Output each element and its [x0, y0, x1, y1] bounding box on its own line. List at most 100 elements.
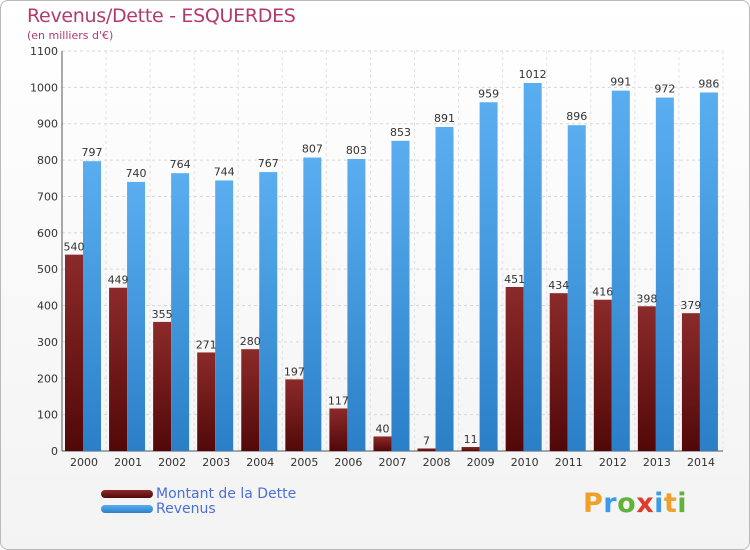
bar-debt	[65, 254, 83, 451]
y-tick-label: 500	[37, 263, 58, 276]
data-label-revenus: 896	[566, 110, 587, 123]
x-tick-label: 2006	[334, 456, 362, 469]
chart-title: Revenus/Dette - ESQUERDES	[27, 5, 296, 27]
bar-revenus	[435, 127, 454, 451]
data-label-revenus: 986	[698, 77, 719, 90]
data-label-debt: 540	[64, 241, 85, 254]
data-label-debt: 416	[592, 286, 613, 299]
y-tick-label: 700	[37, 190, 58, 203]
bar-debt	[681, 313, 700, 451]
x-tick-label: 2000	[70, 456, 98, 469]
legend-item-debt: Montant de la Dette	[101, 486, 401, 502]
bar-debt	[637, 306, 656, 451]
data-label-revenus: 891	[434, 112, 455, 125]
data-label-debt: 117	[328, 394, 349, 407]
bar-revenus	[523, 83, 542, 451]
x-tick-label: 2002	[158, 456, 186, 469]
bar-debt	[285, 379, 304, 451]
data-label-revenus: 797	[82, 146, 103, 159]
x-tick-label: 2004	[246, 456, 274, 469]
data-label-revenus: 959	[478, 87, 499, 100]
y-tick-label: 1000	[30, 81, 58, 94]
legend-label-debt: Montant de la Dette	[156, 486, 297, 502]
legend-swatch-revenus	[101, 505, 153, 513]
bar-debt	[373, 436, 392, 451]
data-label-debt: 197	[284, 365, 305, 378]
data-label-debt: 355	[152, 308, 173, 321]
bar-debt	[197, 352, 216, 451]
x-tick-label: 2003	[202, 456, 230, 469]
data-label-debt: 40	[375, 422, 389, 435]
data-label-debt: 434	[548, 279, 569, 292]
logo-letter: r	[603, 488, 618, 519]
bar-revenus	[655, 97, 674, 451]
data-label-revenus: 803	[346, 144, 367, 157]
legend-label-revenus: Revenus	[156, 501, 216, 517]
bar-debt	[109, 287, 128, 451]
data-label-debt: 280	[240, 335, 261, 348]
x-tick-label: 2008	[423, 456, 451, 469]
proxiti-logo: Proxiti	[583, 488, 687, 519]
y-tick-label: 300	[37, 336, 58, 349]
logo-letter: i	[654, 488, 664, 519]
data-label-revenus: 740	[126, 167, 147, 180]
data-label-revenus: 853	[390, 126, 411, 139]
bar-debt	[417, 448, 436, 451]
y-tick-label: 200	[37, 372, 58, 385]
data-label-revenus: 744	[214, 165, 235, 178]
data-label-revenus: 991	[610, 76, 631, 89]
bar-revenus	[699, 92, 718, 452]
bar-revenus	[611, 90, 630, 452]
x-tick-label: 2001	[114, 456, 142, 469]
logo-letter: i	[677, 488, 688, 519]
bar-debt	[549, 293, 568, 451]
x-tick-label: 2013	[643, 456, 671, 469]
data-label-debt: 11	[464, 433, 478, 446]
bar-revenus	[479, 102, 498, 451]
data-label-revenus: 1012	[519, 68, 547, 81]
bar-revenus	[83, 161, 101, 451]
y-tick-label: 400	[37, 300, 58, 313]
legend-swatch-debt	[101, 490, 153, 498]
bar-revenus	[347, 159, 366, 451]
label-layer: 0 100 200 300 400 500 600 700 800 900 1000 1100 540 7…	[30, 45, 719, 469]
legend: Montant de la Dette Revenus	[101, 486, 401, 517]
data-label-debt: 398	[636, 292, 657, 305]
y-tick-label: 900	[37, 118, 58, 131]
y-tick-label: 0	[51, 445, 58, 458]
data-label-debt: 7	[423, 434, 430, 447]
bar-revenus	[303, 157, 322, 451]
x-tick-label: 2012	[599, 456, 627, 469]
chart-subtitle: (en milliers d'€)	[27, 29, 114, 42]
y-tick-label: 1100	[30, 45, 58, 58]
bar-revenus	[567, 125, 586, 451]
data-label-debt: 271	[196, 338, 217, 351]
logo-letter: P	[583, 488, 604, 519]
x-tick-label: 2009	[467, 456, 495, 469]
data-label-revenus: 807	[302, 143, 323, 156]
bar-debt	[241, 349, 260, 451]
bar-layer	[65, 83, 718, 452]
bar-debt	[153, 321, 172, 451]
bar-revenus	[391, 140, 410, 451]
logo-letter: t	[663, 488, 678, 519]
bar-debt	[461, 447, 480, 451]
y-tick-label: 100	[37, 409, 58, 422]
bar-debt	[329, 408, 348, 451]
data-label-debt: 379	[680, 299, 701, 312]
x-tick-label: 2014	[687, 456, 715, 469]
legend-item-revenus: Revenus	[101, 501, 401, 517]
bar-debt	[505, 287, 524, 451]
bar-revenus	[171, 173, 190, 451]
bar-revenus	[259, 172, 278, 451]
logo-letter: x	[636, 488, 655, 519]
x-tick-label: 2007	[379, 456, 407, 469]
data-label-revenus: 767	[258, 157, 279, 170]
data-label-revenus: 764	[170, 158, 191, 171]
x-tick-label: 2005	[290, 456, 318, 469]
y-tick-label: 800	[37, 154, 58, 167]
x-tick-label: 2010	[511, 456, 539, 469]
data-label-revenus: 972	[654, 83, 675, 96]
